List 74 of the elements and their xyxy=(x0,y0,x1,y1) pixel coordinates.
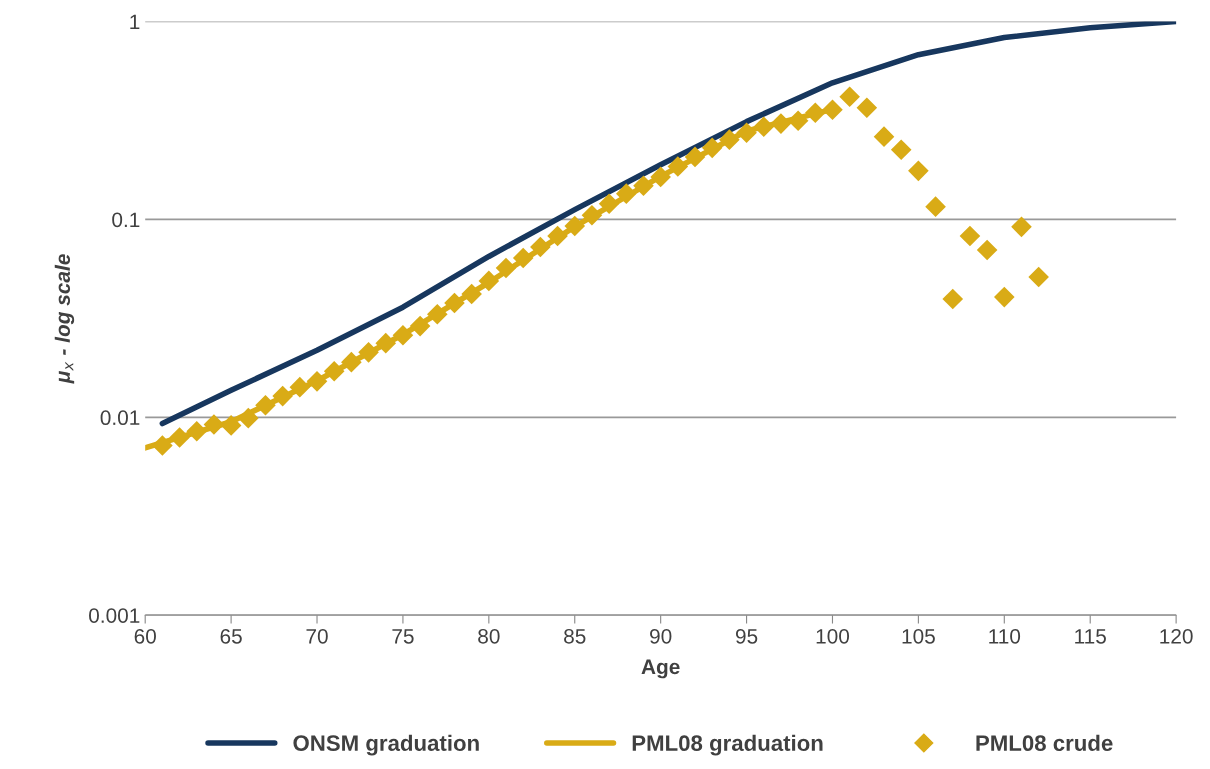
point xyxy=(203,414,225,435)
x-tick-label: 105 xyxy=(902,628,935,644)
point xyxy=(890,139,912,161)
point xyxy=(220,415,242,436)
point xyxy=(684,146,706,168)
point xyxy=(306,371,328,392)
point xyxy=(959,225,981,247)
point xyxy=(822,99,843,121)
point xyxy=(1011,216,1032,238)
x-tick-label: 110 xyxy=(989,628,1021,644)
point xyxy=(976,239,998,261)
point xyxy=(581,204,603,226)
point xyxy=(633,175,654,197)
point xyxy=(667,156,689,177)
point xyxy=(461,283,482,305)
point xyxy=(650,166,671,188)
point xyxy=(564,215,586,237)
x-tick-label: 95 xyxy=(735,628,758,644)
point xyxy=(856,97,878,118)
point xyxy=(908,160,929,182)
point xyxy=(770,113,792,134)
point xyxy=(753,116,775,138)
x-tick-label: 80 xyxy=(478,628,500,644)
point xyxy=(787,110,809,132)
point xyxy=(512,247,534,269)
point xyxy=(169,427,190,448)
legend-label: PML08 crude xyxy=(976,734,1113,751)
point xyxy=(375,332,397,354)
point xyxy=(255,395,276,416)
point xyxy=(925,196,946,217)
point xyxy=(392,324,414,346)
legend-label: PML08 graduation xyxy=(632,734,823,756)
point xyxy=(701,137,723,159)
point xyxy=(289,376,311,398)
x-axis-title: Age xyxy=(641,659,680,679)
point xyxy=(323,360,345,382)
point xyxy=(994,286,1015,308)
point xyxy=(1028,266,1049,288)
x-tick-label: 90 xyxy=(650,628,672,644)
x-tick-label: 120 xyxy=(1160,628,1193,644)
point xyxy=(530,236,551,258)
y-tick-label: 0.001 xyxy=(89,608,140,623)
x-tick-label: 65 xyxy=(220,628,242,644)
point xyxy=(478,270,500,292)
x-tick-label: 115 xyxy=(1075,629,1106,644)
point xyxy=(839,86,860,107)
y-axis-title: μ$_{x}$ - log scale xyxy=(54,254,75,384)
x-tick-label: 70 xyxy=(306,628,328,644)
point xyxy=(942,288,964,310)
point xyxy=(719,129,740,150)
point xyxy=(444,292,465,314)
point xyxy=(495,257,517,279)
point xyxy=(409,315,431,337)
point xyxy=(616,183,637,204)
point xyxy=(341,351,362,373)
point xyxy=(805,102,826,124)
point xyxy=(426,303,448,325)
point xyxy=(547,225,568,247)
y-tick-label: 0.1 xyxy=(112,212,140,228)
x-tick-label: 100 xyxy=(816,628,850,644)
x-tick-label: 75 xyxy=(392,629,414,644)
y-tick-label: 1 xyxy=(130,14,140,30)
point xyxy=(237,407,259,429)
x-tick-label: 85 xyxy=(564,628,586,644)
point xyxy=(152,435,173,456)
point xyxy=(873,126,895,147)
legend-label: ONSM graduation xyxy=(293,734,479,756)
point xyxy=(736,122,757,144)
point xyxy=(186,420,208,442)
point xyxy=(272,385,293,407)
y-tick-label: 0.01 xyxy=(100,410,140,426)
point xyxy=(598,193,620,215)
x-tick-label: 60 xyxy=(134,628,156,644)
point xyxy=(358,342,379,363)
